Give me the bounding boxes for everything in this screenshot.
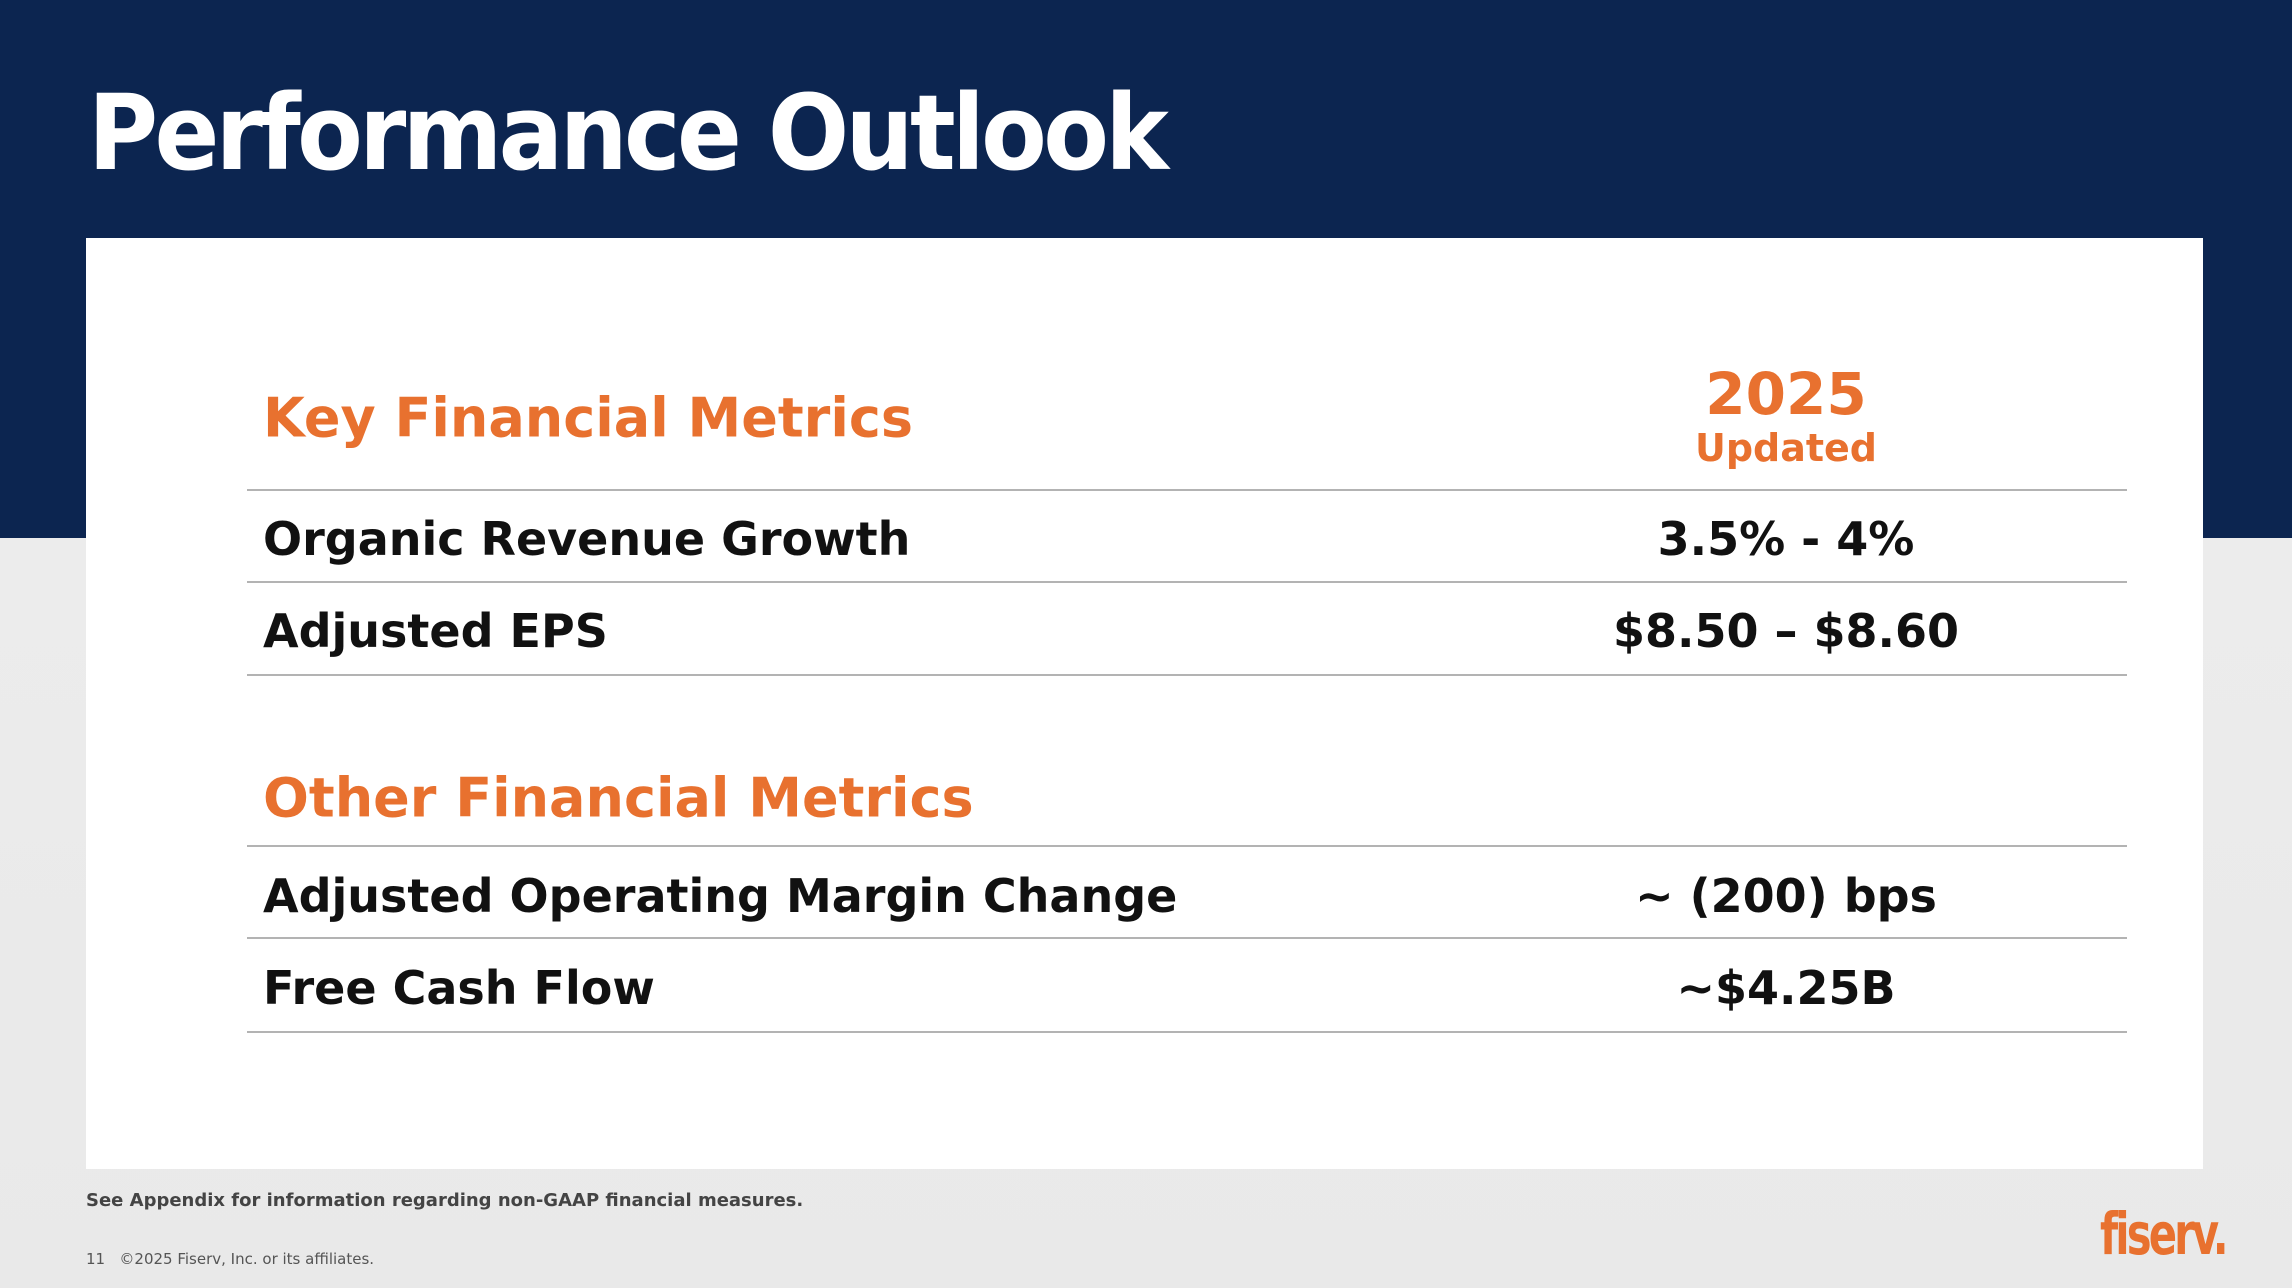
divider (247, 1031, 2127, 1033)
metric-value: 3.5% - 4% (1657, 512, 1915, 566)
key-metrics-heading: Key Financial Metrics (263, 386, 913, 450)
content-card (86, 238, 2203, 1169)
metric-value: $8.50 – $8.60 (1612, 604, 1960, 658)
divider (247, 489, 2127, 491)
metric-label: Adjusted EPS (263, 604, 608, 658)
metric-value: ~ (200) bps (1635, 869, 1937, 923)
metric-value: ~$4.25B (1676, 961, 1896, 1015)
page-title: Performance Outlook (88, 72, 1169, 194)
year-header: 2025 (1705, 360, 1867, 428)
metric-label: Organic Revenue Growth (263, 512, 911, 566)
page-number: 11 (86, 1250, 106, 1268)
divider (247, 581, 2127, 583)
footer-text: 11 ©2025 Fiserv, Inc. or its affiliates. (86, 1250, 374, 1268)
year-subheader: Updated (1694, 426, 1878, 470)
divider (247, 937, 2127, 939)
footnote: See Appendix for information regarding n… (86, 1190, 804, 1211)
metric-label: Free Cash Flow (263, 961, 655, 1015)
other-metrics-heading: Other Financial Metrics (263, 766, 974, 830)
metric-label: Adjusted Operating Margin Change (263, 869, 1178, 923)
copyright: ©2025 Fiserv, Inc. or its affiliates. (119, 1250, 375, 1268)
fiserv-logo: fiserv. (2100, 1200, 2229, 1268)
divider (247, 845, 2127, 847)
divider (247, 674, 2127, 676)
